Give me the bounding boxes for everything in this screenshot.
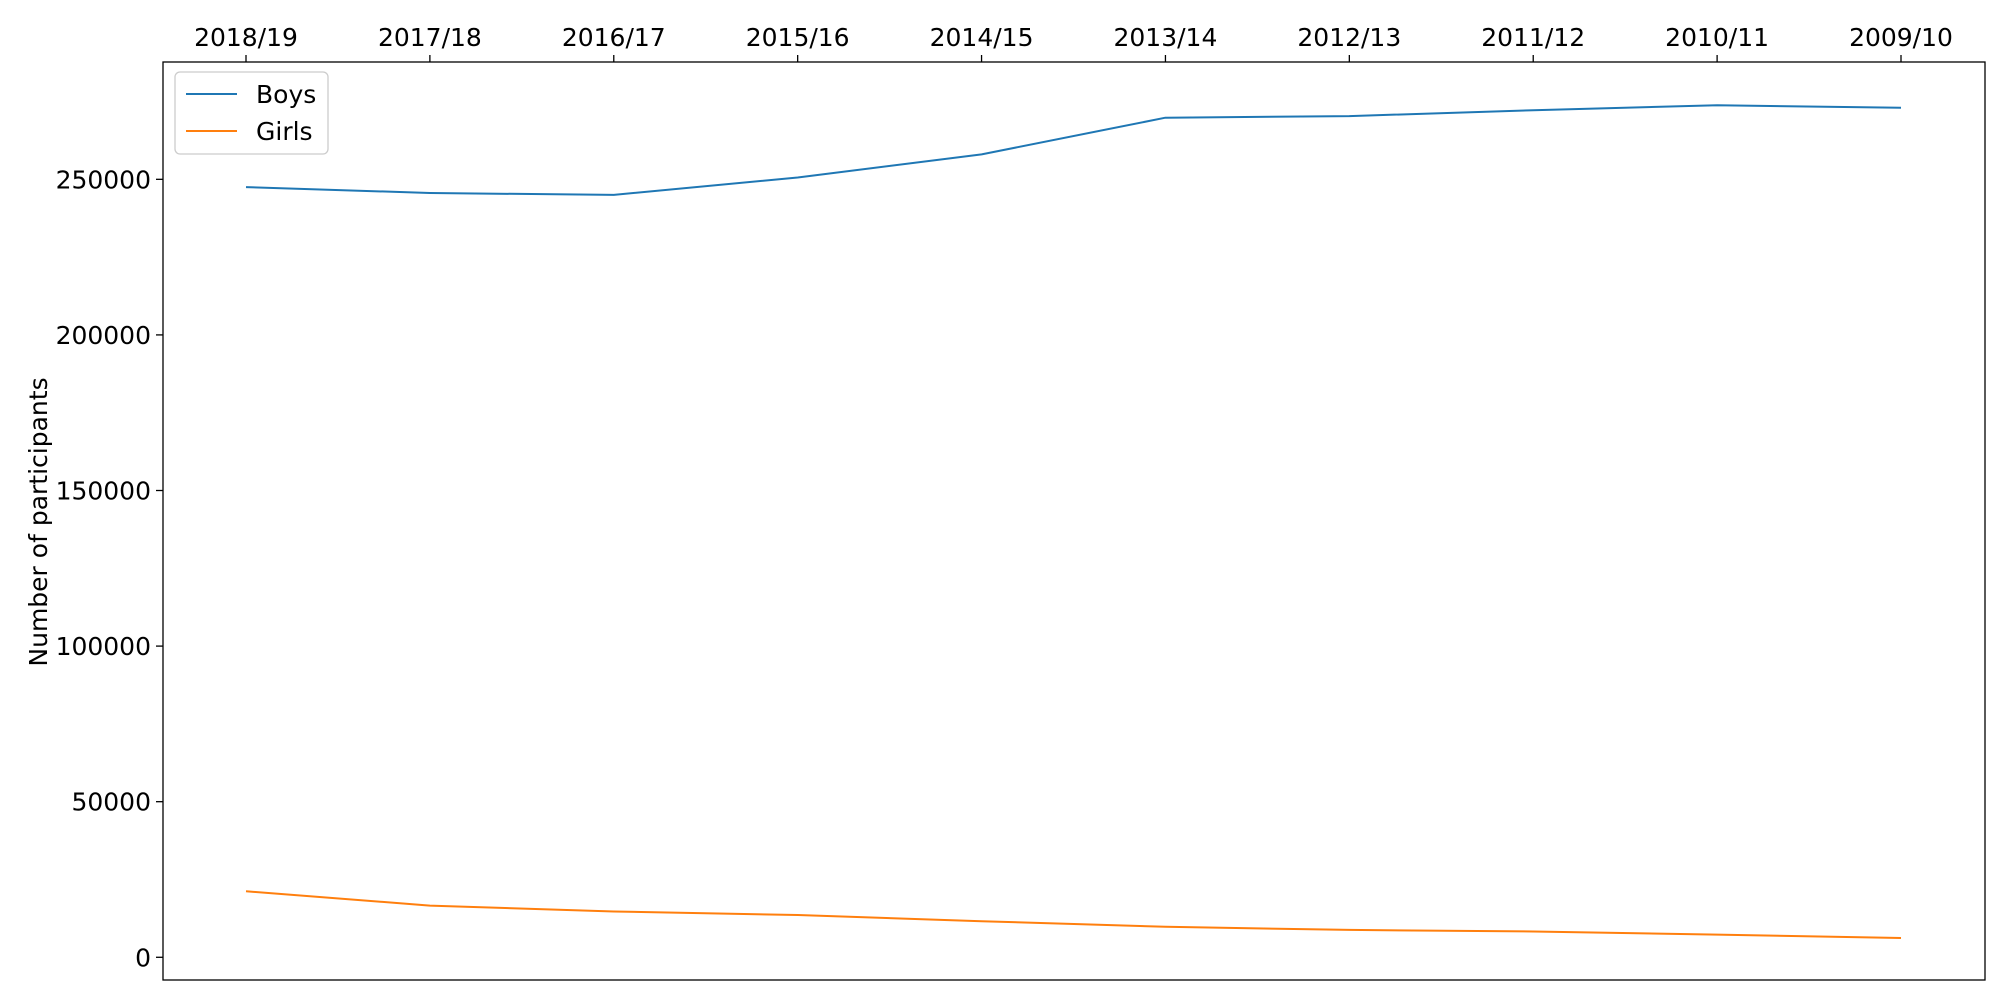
x-tick-label-2014-15: 2014/15 bbox=[930, 23, 1034, 52]
legend-label-girls: Girls bbox=[256, 117, 313, 146]
x-tick-label-2017-18: 2017/18 bbox=[378, 23, 482, 52]
x-tick-label-2016-17: 2016/17 bbox=[562, 23, 666, 52]
y-tick-label-250000: 250000 bbox=[56, 165, 151, 194]
x-tick-label-2009-10: 2009/10 bbox=[1849, 23, 1953, 52]
x-tick-label-2015-16: 2015/16 bbox=[746, 23, 850, 52]
x-tick-label-2011-12: 2011/12 bbox=[1481, 23, 1585, 52]
x-tick-label-2013-14: 2013/14 bbox=[1114, 23, 1218, 52]
legend-label-boys: Boys bbox=[256, 80, 316, 109]
y-tick-label-150000: 150000 bbox=[56, 477, 151, 506]
y-tick-label-100000: 100000 bbox=[56, 632, 151, 661]
y-tick-label-200000: 200000 bbox=[56, 321, 151, 350]
y-axis-label: Number of participants bbox=[24, 377, 53, 666]
x-tick-label-2018-19: 2018/19 bbox=[194, 23, 298, 52]
x-tick-label-2012-13: 2012/13 bbox=[1297, 23, 1401, 52]
y-tick-label-50000: 50000 bbox=[71, 788, 151, 817]
x-tick-label-2010-11: 2010/11 bbox=[1665, 23, 1769, 52]
y-tick-label-0: 0 bbox=[135, 943, 151, 972]
legend: Boys Girls bbox=[175, 72, 328, 154]
